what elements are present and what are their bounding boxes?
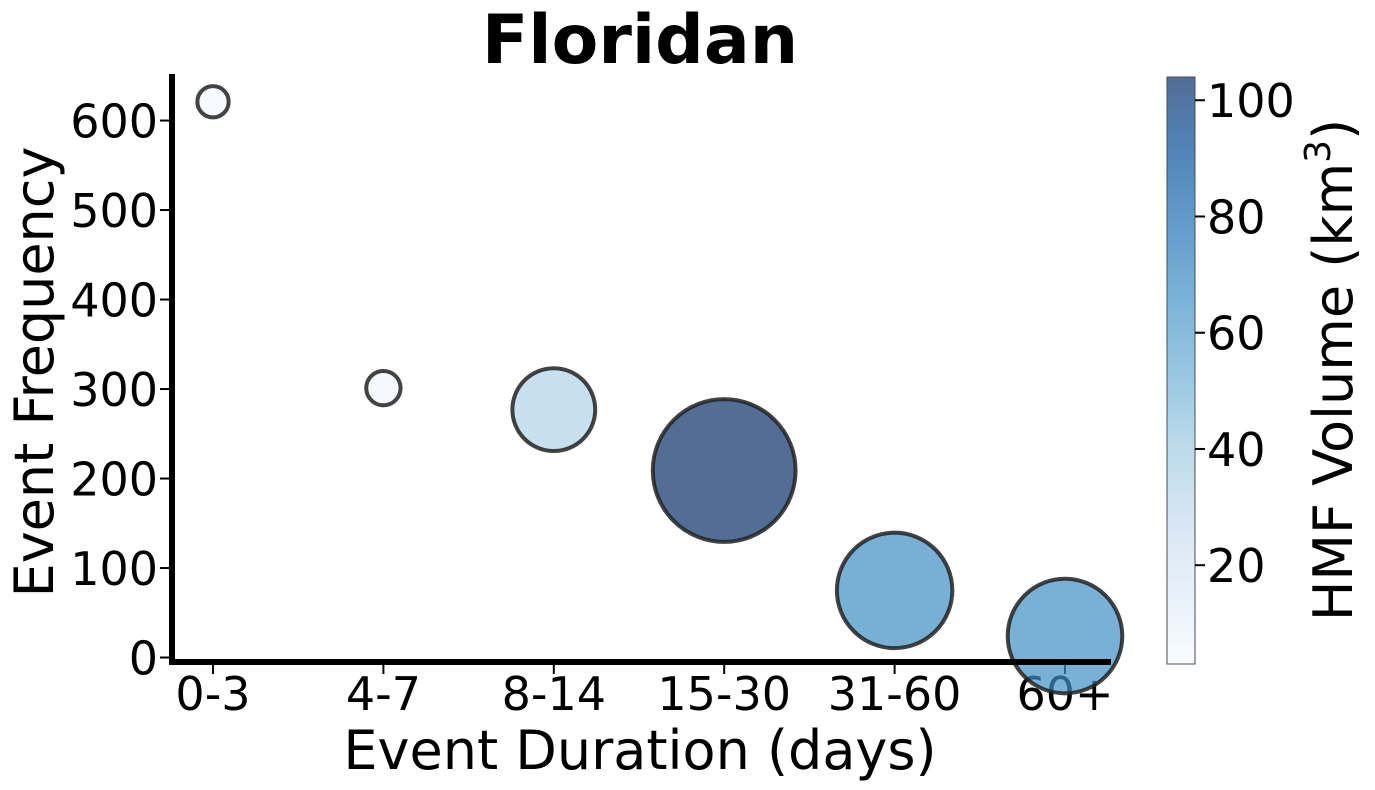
- colorbar-label-close: ): [1302, 119, 1365, 140]
- x-tick-label: 4-7: [346, 667, 421, 721]
- chart-title: Floridan: [482, 1, 798, 80]
- x-axis-label: Event Duration (days): [343, 719, 936, 782]
- x-tick-label: 8-14: [502, 667, 606, 721]
- colorbar-ticks: 20 40 60 80 100: [1195, 74, 1295, 593]
- y-axis-ticks: 0 100 200 300 400 500 600: [70, 95, 172, 686]
- colorbar-tick-label: 100: [1207, 74, 1295, 128]
- y-tick-label: 300: [70, 363, 158, 417]
- bubble-4-7: [364, 368, 403, 408]
- colorbar-label: HMF Volume (km3): [1298, 119, 1365, 621]
- y-tick-label: 200: [70, 453, 158, 507]
- y-axis-label: Event Frequency: [3, 147, 66, 598]
- y-tick-label: 100: [70, 542, 158, 596]
- y-tick-label: 500: [70, 184, 158, 238]
- data-points: [195, 84, 1125, 696]
- bubble-15-30: [650, 397, 798, 544]
- colorbar-tick-label: 80: [1207, 190, 1266, 244]
- x-tick-label: 31-60: [828, 667, 962, 721]
- colorbar-tick-label: 40: [1207, 423, 1266, 477]
- y-tick-label: 600: [70, 95, 158, 149]
- colorbar-tick-label: 20: [1207, 539, 1266, 593]
- bubble-0-3: [195, 84, 231, 120]
- bubble-8-14: [510, 366, 598, 454]
- colorbar-tick-label: 60: [1207, 307, 1266, 361]
- bubble-60+: [1005, 576, 1125, 696]
- colorbar: [1166, 76, 1196, 665]
- y-tick-label: 0: [129, 632, 158, 686]
- x-tick-label: 0-3: [175, 667, 250, 721]
- y-tick-label: 400: [70, 274, 158, 328]
- x-tick-label: 15-30: [657, 667, 791, 721]
- bubble-31-60: [834, 530, 955, 651]
- colorbar-label-superscript: 3: [1298, 140, 1339, 163]
